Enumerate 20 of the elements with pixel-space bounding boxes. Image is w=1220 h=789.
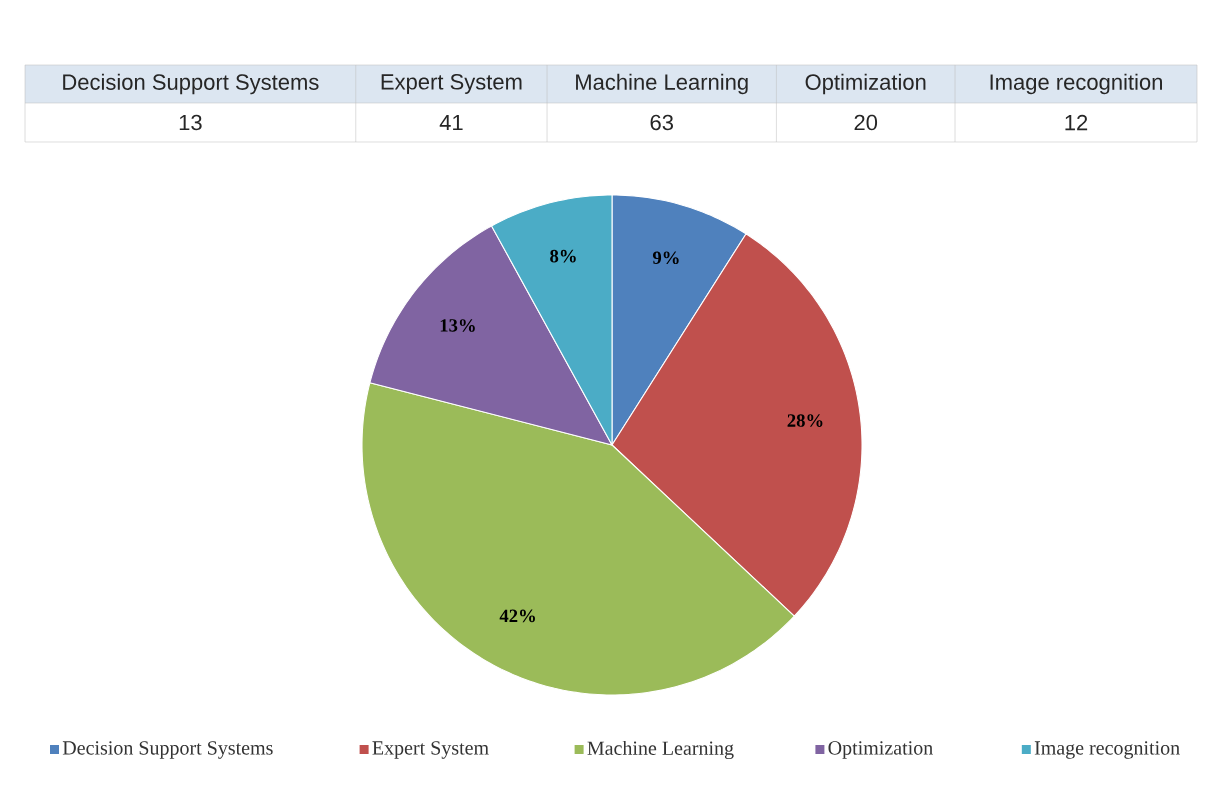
- data-label: 28%: [787, 414, 823, 427]
- legend-label: Machine Learning: [587, 740, 734, 760]
- category-label: Optimization: [805, 73, 926, 95]
- text: 20: [854, 114, 878, 131]
- legend-label: Optimization: [828, 741, 933, 759]
- text: 41: [439, 114, 463, 131]
- legend-label: Decision Support Systems: [62, 741, 273, 759]
- legend-label: Expert System: [372, 741, 489, 759]
- category-label: Decision Support Systems: [63, 73, 319, 95]
- text: 13: [179, 114, 202, 131]
- data-label: 9%: [652, 251, 679, 265]
- data-label: 42%: [499, 609, 535, 623]
- category-label: Image recognition: [990, 73, 1162, 95]
- data-label: 13%: [440, 319, 475, 332]
- data-label: 8%: [550, 249, 576, 263]
- text: 12: [1065, 114, 1088, 131]
- category-label: Expert System: [381, 74, 522, 94]
- category-label: Machine Learning: [576, 73, 748, 95]
- legend-label: Image recognition: [1034, 741, 1180, 759]
- text: 63: [650, 114, 673, 131]
